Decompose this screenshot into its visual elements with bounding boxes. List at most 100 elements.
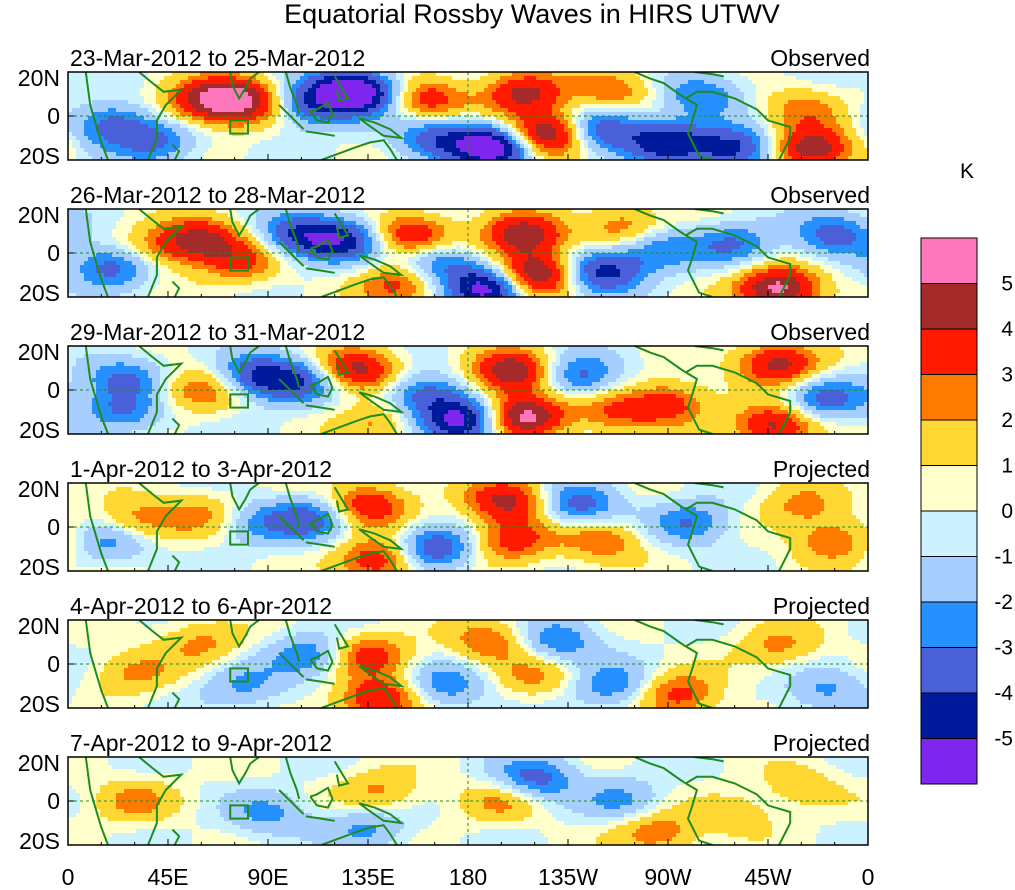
anomaly-cell [424,156,429,160]
anomaly-cell [188,209,193,214]
anomaly-cell [756,144,761,149]
anomaly-cell [744,92,749,97]
anomaly-cell [328,209,333,214]
anomaly-cell [268,108,273,113]
anomaly-cell [336,124,341,129]
anomaly-cell [532,108,537,113]
anomaly-cell [552,140,557,145]
anomaly-cell [808,100,813,105]
anomaly-cell [548,156,553,160]
anomaly-cell [76,104,81,109]
anomaly-cell [668,136,673,141]
anomaly-cell [232,213,237,218]
anomaly-cell [192,80,197,85]
anomaly-cell [120,112,125,117]
anomaly-cell [576,140,581,145]
anomaly-cell [432,100,437,105]
anomaly-cell [332,116,337,121]
anomaly-cell [700,124,705,129]
anomaly-cell [648,96,653,101]
anomaly-cell [548,76,553,81]
anomaly-cell [784,84,789,89]
anomaly-cell [684,144,689,149]
anomaly-cell [544,112,549,117]
anomaly-cell [812,72,817,77]
anomaly-cell [440,72,445,77]
anomaly-cell [180,136,185,141]
anomaly-cell [252,140,257,145]
anomaly-cell [620,213,625,218]
anomaly-cell [504,100,509,105]
anomaly-cell [320,156,325,160]
anomaly-cell [744,128,749,133]
anomaly-cell [100,120,105,125]
anomaly-cell [220,140,225,145]
anomaly-cell [520,116,525,121]
anomaly-cell [136,213,141,218]
anomaly-cell [288,124,293,129]
anomaly-cell [492,213,497,218]
anomaly-cell [396,209,401,214]
anomaly-cell [704,108,709,113]
anomaly-cell [408,96,413,101]
anomaly-cell [516,96,521,101]
anomaly-cell [440,140,445,145]
anomaly-cell [864,92,868,97]
anomaly-cell [632,96,637,101]
anomaly-cell [232,104,237,109]
anomaly-cell [68,88,73,93]
anomaly-cell [380,100,385,105]
anomaly-cell [712,136,717,141]
anomaly-cell [392,132,397,137]
anomaly-cell [836,104,841,109]
anomaly-cell [640,112,645,117]
anomaly-cell [272,152,277,157]
anomaly-cell [380,217,385,222]
anomaly-cell [216,128,221,133]
anomaly-cell [248,156,253,160]
anomaly-cell [340,124,345,129]
anomaly-cell [664,96,669,101]
anomaly-cell [612,100,617,105]
anomaly-cell [552,80,557,85]
anomaly-cell [756,209,761,214]
anomaly-cell [568,92,573,97]
anomaly-cell [820,124,825,129]
anomaly-cell [376,112,381,117]
anomaly-cell [692,140,697,145]
anomaly-cell [396,100,401,105]
anomaly-cell [184,76,189,81]
anomaly-cell [416,152,421,157]
anomaly-cell [616,148,621,153]
anomaly-cell [184,152,189,157]
anomaly-cell [708,96,713,101]
anomaly-cell [532,128,537,133]
anomaly-cell [396,72,401,77]
anomaly-cell [572,92,577,97]
anomaly-cell [256,209,261,214]
anomaly-cell [204,152,209,157]
anomaly-cell [816,108,821,113]
anomaly-cell [244,148,249,153]
anomaly-cell [308,148,313,153]
anomaly-cell [768,132,773,137]
anomaly-cell [176,136,181,141]
anomaly-cell [472,140,477,145]
anomaly-cell [712,120,717,125]
anomaly-cell [420,120,425,125]
anomaly-cell [576,96,581,101]
anomaly-cell [304,112,309,117]
anomaly-cell [796,80,801,85]
anomaly-cell [268,80,273,85]
anomaly-cell [832,100,837,105]
anomaly-cell [536,144,541,149]
anomaly-cell [416,92,421,97]
anomaly-cell [820,104,825,109]
anomaly-cell [188,128,193,133]
anomaly-cell [296,80,301,85]
anomaly-cell [104,120,109,125]
anomaly-cell [424,72,429,77]
anomaly-cell [616,213,621,218]
anomaly-cell [412,112,417,117]
anomaly-cell [212,124,217,129]
